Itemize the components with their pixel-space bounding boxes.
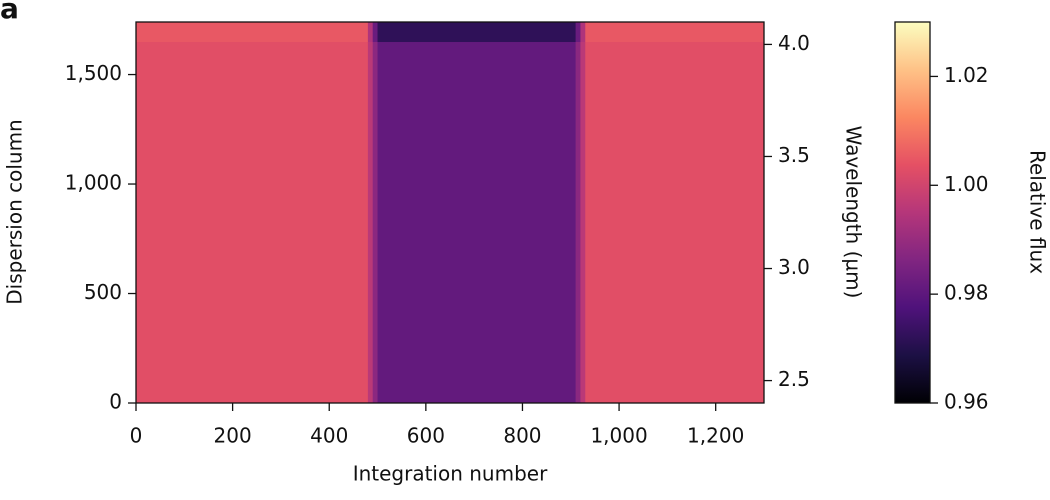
panel-label: a [0, 0, 19, 25]
y2-tick-label: 3.5 [778, 143, 810, 167]
y-tick-label: 1,500 [65, 61, 122, 85]
x-tick-label: 1,000 [590, 424, 647, 448]
x-tick-label: 200 [214, 424, 252, 448]
x-tick-label: 0 [130, 424, 143, 448]
y-tick-label: 1,000 [65, 171, 122, 195]
plot-frame [135, 21, 765, 404]
y-tick-label: 500 [84, 280, 122, 304]
y2-tick-label: 2.5 [778, 367, 810, 391]
heatmap-cell [585, 22, 765, 43]
colorbar-tick-label: 0.98 [944, 281, 989, 305]
heatmap-cell [575, 22, 581, 43]
heatmap-cell [377, 22, 577, 43]
y2-tick-label: 4.0 [778, 31, 810, 55]
x-tick-label: 1,200 [687, 424, 744, 448]
x-tick-label: 800 [503, 424, 541, 448]
heatmap-cell [136, 22, 369, 43]
colorbar-tick-label: 1.00 [944, 172, 989, 196]
y2-axis-label: Wavelength (µm) [842, 126, 866, 299]
heatmap-cell [367, 41, 374, 404]
x-tick-label: 600 [407, 424, 445, 448]
x-tick-label: 400 [310, 424, 348, 448]
y2-tick-label: 3.0 [778, 255, 810, 279]
heatmap-cell [575, 41, 581, 404]
heatmap-cell [367, 22, 374, 43]
y-axis-label: Dispersion column [3, 119, 27, 304]
heatmap-cell [580, 41, 586, 404]
heatmap-cell [372, 41, 379, 404]
heatmap-cell [580, 22, 586, 43]
y-tick-label: 0 [109, 390, 122, 414]
heatmap-cell [585, 41, 765, 404]
heatmap-cell [377, 41, 577, 404]
colorbar-label: Relative flux [1026, 150, 1050, 274]
heatmap-cell [136, 41, 369, 404]
x-axis-label: Integration number [353, 462, 548, 486]
colorbar [894, 21, 931, 404]
colorbar-tick-label: 1.02 [944, 63, 989, 87]
colorbar-tick-label: 0.96 [944, 390, 989, 414]
heatmap-cell [372, 22, 379, 43]
